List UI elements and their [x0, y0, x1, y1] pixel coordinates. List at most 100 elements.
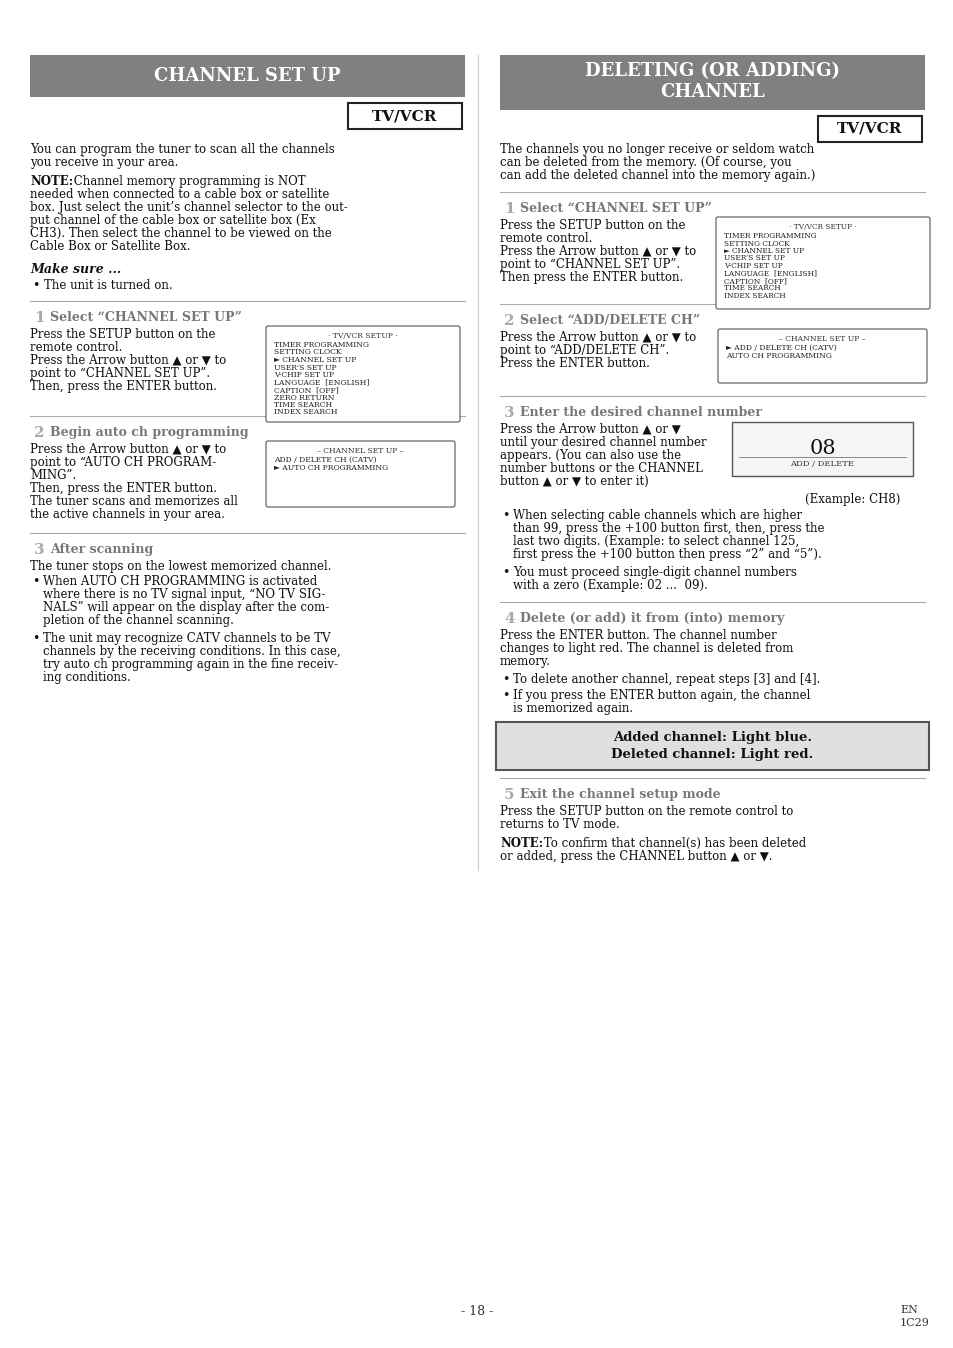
FancyBboxPatch shape [731, 422, 912, 476]
Text: The channels you no longer receive or seldom watch: The channels you no longer receive or se… [499, 143, 814, 156]
Text: Press the SETUP button on the: Press the SETUP button on the [499, 218, 685, 232]
FancyBboxPatch shape [266, 326, 459, 422]
Text: 1: 1 [503, 202, 514, 216]
Text: can add the deleted channel into the memory again.): can add the deleted channel into the mem… [499, 168, 815, 182]
FancyBboxPatch shape [30, 55, 464, 97]
Text: pletion of the channel scanning.: pletion of the channel scanning. [43, 613, 233, 627]
Text: Press the Arrow button ▲ or ▼ to: Press the Arrow button ▲ or ▼ to [499, 245, 696, 257]
Text: INDEX SEARCH: INDEX SEARCH [274, 408, 337, 417]
Text: 2: 2 [34, 426, 45, 439]
Text: Press the ENTER button. The channel number: Press the ENTER button. The channel numb… [499, 630, 776, 642]
Text: To delete another channel, repeat steps [3] and [4].: To delete another channel, repeat steps … [513, 673, 820, 686]
Text: remote control.: remote control. [30, 341, 122, 355]
Text: 3: 3 [503, 406, 514, 421]
Text: try auto ch programming again in the fine receiv-: try auto ch programming again in the fin… [43, 658, 337, 671]
Text: put channel of the cable box or satellite box (Ex: put channel of the cable box or satellit… [30, 214, 315, 226]
Text: than 99, press the +100 button first, then, press the: than 99, press the +100 button first, th… [513, 522, 823, 535]
Text: NOTE:: NOTE: [30, 175, 73, 187]
Text: point to “ADD/DELETE CH”.: point to “ADD/DELETE CH”. [499, 344, 669, 357]
Text: first press the +100 button then press “2” and “5”).: first press the +100 button then press “… [513, 549, 821, 561]
FancyBboxPatch shape [499, 55, 924, 111]
Text: Added channel: Light blue.: Added channel: Light blue. [612, 731, 811, 744]
Text: TIMER PROGRAMMING: TIMER PROGRAMMING [723, 232, 816, 240]
Text: SETTING CLOCK: SETTING CLOCK [274, 349, 341, 356]
Text: CAPTION  [OFF]: CAPTION [OFF] [274, 386, 338, 394]
Text: 1C29: 1C29 [899, 1318, 929, 1328]
Text: ► CHANNEL SET UP: ► CHANNEL SET UP [723, 247, 803, 255]
Text: Cable Box or Satellite Box.: Cable Box or Satellite Box. [30, 240, 191, 253]
Text: button ▲ or ▼ to enter it): button ▲ or ▼ to enter it) [499, 474, 648, 488]
FancyBboxPatch shape [266, 441, 455, 507]
Text: LANGUAGE  [ENGLISH]: LANGUAGE [ENGLISH] [274, 379, 369, 387]
Text: Press the Arrow button ▲ or ▼ to: Press the Arrow button ▲ or ▼ to [499, 332, 696, 344]
Text: remote control.: remote control. [499, 232, 592, 245]
Text: ► ADD / DELETE CH (CATV): ► ADD / DELETE CH (CATV) [725, 344, 836, 352]
Text: CAPTION  [OFF]: CAPTION [OFF] [723, 276, 786, 284]
Text: Press the SETUP button on the remote control to: Press the SETUP button on the remote con… [499, 805, 793, 818]
Text: ► CHANNEL SET UP: ► CHANNEL SET UP [274, 356, 356, 364]
Text: TV/VCR: TV/VCR [837, 123, 902, 136]
Text: 5: 5 [503, 789, 514, 802]
Text: 4: 4 [503, 612, 514, 625]
Text: You can program the tuner to scan all the channels: You can program the tuner to scan all th… [30, 143, 335, 156]
Text: TIME SEARCH: TIME SEARCH [723, 284, 780, 293]
Text: TIMER PROGRAMMING: TIMER PROGRAMMING [274, 341, 369, 349]
Text: CH3). Then select the channel to be viewed on the: CH3). Then select the channel to be view… [30, 226, 332, 240]
Text: •: • [501, 689, 509, 702]
Text: can be deleted from the memory. (Of course, you: can be deleted from the memory. (Of cour… [499, 156, 791, 168]
Text: number buttons or the CHANNEL: number buttons or the CHANNEL [499, 462, 702, 474]
Text: The tuner scans and memorizes all: The tuner scans and memorizes all [30, 495, 237, 508]
Text: ZERO RETURN: ZERO RETURN [274, 394, 335, 402]
Text: •: • [32, 576, 39, 588]
Text: 3: 3 [34, 543, 45, 557]
FancyBboxPatch shape [718, 329, 926, 383]
Text: When selecting cable channels which are higher: When selecting cable channels which are … [513, 510, 801, 522]
Text: – CHANNEL SET UP –: – CHANNEL SET UP – [779, 336, 865, 342]
Text: · TV/VCR SETUP ·: · TV/VCR SETUP · [788, 222, 856, 231]
Text: INDEX SEARCH: INDEX SEARCH [723, 293, 785, 301]
Text: MING”.: MING”. [30, 469, 76, 483]
Text: EN: EN [899, 1305, 917, 1316]
FancyBboxPatch shape [716, 217, 929, 309]
Text: LANGUAGE  [ENGLISH]: LANGUAGE [ENGLISH] [723, 270, 816, 278]
Text: appears. (You can also use the: appears. (You can also use the [499, 449, 680, 462]
Text: 1: 1 [34, 311, 45, 325]
Text: If you press the ENTER button again, the channel: If you press the ENTER button again, the… [513, 689, 809, 702]
Text: or added, press the CHANNEL button ▲ or ▼.: or added, press the CHANNEL button ▲ or … [499, 851, 772, 863]
Text: point to “CHANNEL SET UP”.: point to “CHANNEL SET UP”. [499, 257, 679, 271]
Text: SETTING CLOCK: SETTING CLOCK [723, 240, 789, 248]
Text: last two digits. (Example: to select channel 125,: last two digits. (Example: to select cha… [513, 535, 799, 549]
Text: – CHANNEL SET UP –: – CHANNEL SET UP – [316, 448, 403, 456]
Text: with a zero (Example: 02 ...  09).: with a zero (Example: 02 ... 09). [513, 580, 707, 592]
Text: Then, press the ENTER button.: Then, press the ENTER button. [30, 380, 216, 394]
Text: Select “CHANNEL SET UP”: Select “CHANNEL SET UP” [519, 202, 711, 214]
FancyBboxPatch shape [496, 723, 928, 770]
Text: DELETING (OR ADDING): DELETING (OR ADDING) [584, 62, 840, 80]
Text: Enter the desired channel number: Enter the desired channel number [519, 406, 761, 419]
Text: You must proceed single-digit channel numbers: You must proceed single-digit channel nu… [513, 566, 796, 580]
Text: After scanning: After scanning [50, 543, 153, 555]
Text: until your desired channel number: until your desired channel number [499, 435, 706, 449]
Text: point to “AUTO CH PROGRAM-: point to “AUTO CH PROGRAM- [30, 456, 216, 469]
Text: you receive in your area.: you receive in your area. [30, 156, 178, 168]
Text: NALS” will appear on the display after the com-: NALS” will appear on the display after t… [43, 601, 329, 613]
Text: TIME SEARCH: TIME SEARCH [274, 400, 332, 408]
Text: •: • [501, 673, 509, 686]
Text: Press the Arrow button ▲ or ▼ to: Press the Arrow button ▲ or ▼ to [30, 355, 226, 367]
Text: returns to TV mode.: returns to TV mode. [499, 818, 619, 830]
Text: USER’S SET UP: USER’S SET UP [723, 255, 784, 263]
Text: •: • [501, 566, 509, 580]
Text: V-CHIP SET UP: V-CHIP SET UP [723, 262, 781, 270]
Text: Make sure ...: Make sure ... [30, 263, 121, 276]
FancyBboxPatch shape [348, 102, 461, 129]
Text: USER’S SET UP: USER’S SET UP [274, 364, 336, 372]
Text: 2: 2 [503, 314, 514, 328]
Text: When AUTO CH PROGRAMMING is activated: When AUTO CH PROGRAMMING is activated [43, 576, 317, 588]
Text: Channel memory programming is NOT: Channel memory programming is NOT [70, 175, 305, 187]
Text: needed when connected to a cable box or satellite: needed when connected to a cable box or … [30, 187, 329, 201]
Text: Exit the channel setup mode: Exit the channel setup mode [519, 789, 720, 801]
Text: - 18 -: - 18 - [460, 1305, 493, 1318]
Text: (Example: CH8): (Example: CH8) [804, 493, 900, 506]
Text: memory.: memory. [499, 655, 550, 669]
Text: the active channels in your area.: the active channels in your area. [30, 508, 225, 520]
